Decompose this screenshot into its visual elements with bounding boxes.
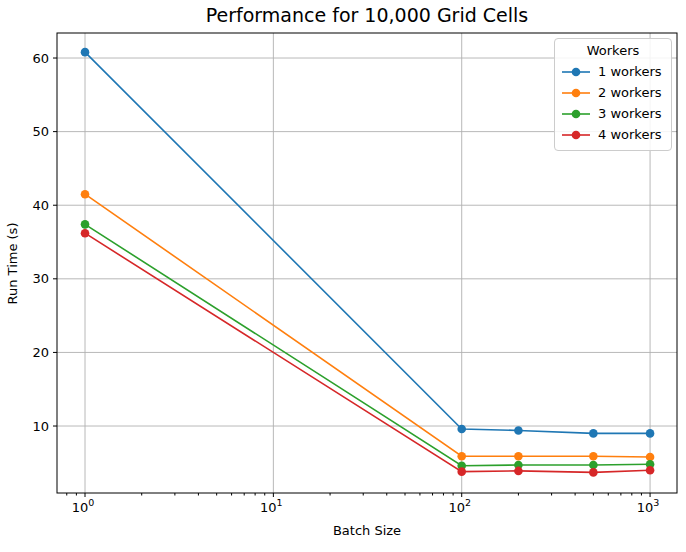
y-tick-label: 30 <box>32 271 49 286</box>
data-point <box>457 467 466 476</box>
data-point <box>589 468 598 477</box>
legend-swatch-icon <box>561 87 591 99</box>
legend-item-label: 1 workers <box>598 64 662 79</box>
y-tick-label: 60 <box>32 51 49 66</box>
data-point <box>589 452 598 461</box>
legend-swatch-icon <box>561 66 591 78</box>
y-tick-label: 40 <box>32 198 49 213</box>
data-point <box>514 467 523 476</box>
data-point <box>646 453 655 462</box>
legend-item-1-workers: 1 workers <box>561 61 665 82</box>
legend-item-label: 3 workers <box>598 106 662 121</box>
legend: Workers 1 workers 2 workers 3 workers 4 wor… <box>554 38 672 151</box>
data-point <box>457 452 466 461</box>
x-tick-label: 100 <box>72 497 95 515</box>
y-tick-label: 20 <box>32 345 49 360</box>
data-point <box>514 452 523 461</box>
legend-item-3-workers: 3 workers <box>561 103 665 124</box>
series-line <box>85 224 650 465</box>
legend-item-label: 2 workers <box>598 85 662 100</box>
legend-swatch-icon <box>561 129 591 141</box>
legend-item-4-workers: 4 workers <box>561 124 665 145</box>
data-point <box>589 461 598 470</box>
legend-item-label: 4 workers <box>598 127 662 142</box>
y-tick-label: 50 <box>32 124 49 139</box>
data-point <box>457 425 466 434</box>
x-tick-label: 102 <box>448 497 471 515</box>
x-axis-label: Batch Size <box>57 523 677 538</box>
data-point <box>646 429 655 438</box>
series-2-workers <box>81 190 655 461</box>
legend-title: Workers <box>561 43 665 58</box>
x-tick-label: 101 <box>260 497 283 515</box>
data-point <box>514 426 523 435</box>
data-point <box>589 429 598 438</box>
legend-swatch-icon <box>561 108 591 120</box>
chart-title: Performance for 10,000 Grid Cells <box>57 4 677 26</box>
chart-figure: 10 20 30 40 50 60 100 101 102 103 Performance for… <box>0 0 686 552</box>
series-line <box>85 194 650 457</box>
data-point <box>646 466 655 475</box>
data-point <box>81 48 90 57</box>
y-tick-label: 10 <box>32 419 49 434</box>
data-point <box>81 190 90 199</box>
x-tick-label: 103 <box>637 497 660 515</box>
data-point <box>81 220 90 229</box>
legend-items: 1 workers 2 workers 3 workers 4 workers <box>561 61 665 145</box>
y-axis-label: Run Time (s) <box>5 209 20 319</box>
data-point <box>81 229 90 238</box>
legend-item-2-workers: 2 workers <box>561 82 665 103</box>
